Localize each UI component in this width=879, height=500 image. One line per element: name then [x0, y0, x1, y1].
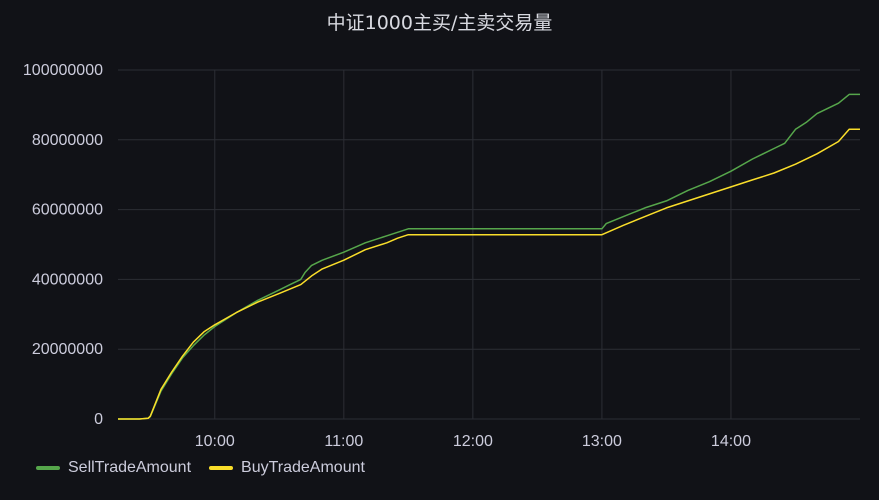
- x-tick-label: 14:00: [711, 433, 751, 450]
- x-tick-label: 12:00: [453, 433, 493, 450]
- y-tick-label: 80000000: [32, 132, 103, 149]
- x-tick-label: 11:00: [324, 433, 363, 450]
- x-tick-label: 13:00: [582, 433, 622, 450]
- chart-legend: SellTradeAmount BuyTradeAmount: [36, 459, 365, 477]
- legend-label-sell: SellTradeAmount: [68, 459, 192, 476]
- y-tick-label: 20000000: [32, 341, 103, 358]
- series-line-sell: [118, 93, 860, 420]
- legend-item-sell[interactable]: SellTradeAmount: [36, 459, 191, 477]
- legend-item-buy[interactable]: BuyTradeAmount: [209, 459, 365, 477]
- legend-swatch-sell: [36, 466, 60, 470]
- y-tick-label: 100000000: [23, 62, 103, 79]
- chart-title: 中证1000主买/主卖交易量: [326, 12, 553, 34]
- series-line-buy: [118, 128, 860, 420]
- x-tick-label: 10:00: [195, 433, 235, 450]
- y-tick-label: 0: [94, 411, 103, 428]
- legend-label-buy: BuyTradeAmount: [241, 459, 365, 476]
- y-tick-label: 60000000: [32, 202, 103, 219]
- y-tick-label: 40000000: [32, 271, 103, 288]
- legend-swatch-buy: [209, 466, 234, 470]
